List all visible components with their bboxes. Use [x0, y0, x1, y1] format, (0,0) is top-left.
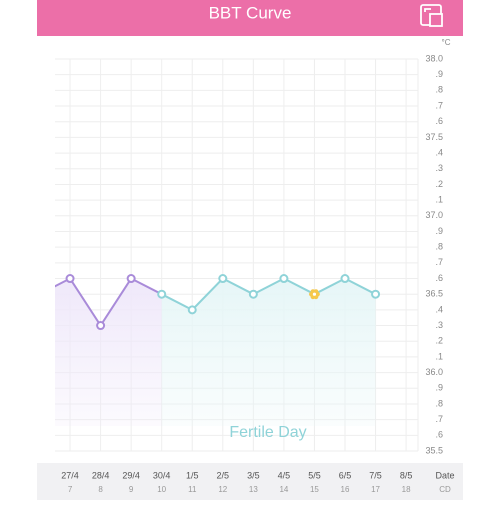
y-tick-label: .7 [435, 414, 443, 424]
x-tick-label: 3/5 [247, 470, 260, 480]
x-tick-label: 7/5 [369, 470, 382, 480]
y-tick-label: .4 [435, 147, 443, 157]
point [157, 289, 167, 299]
unit-label: °C [442, 38, 451, 47]
point [187, 305, 197, 315]
y-tick-label: .4 [435, 304, 443, 314]
x-tick-label: 1/5 [186, 470, 199, 480]
cycle-day-label: 12 [218, 485, 227, 494]
y-tick-label: .9 [435, 226, 443, 236]
x-tick-label: 2/5 [217, 470, 230, 480]
y-tick-label: 38.0 [425, 53, 443, 63]
x-tick-label: 5/5 [308, 470, 321, 480]
point [218, 274, 228, 284]
header-bar [37, 0, 463, 36]
area [55, 278, 162, 426]
point [371, 289, 381, 299]
y-tick-label: .1 [435, 194, 443, 204]
x-tick-label: 8/5 [400, 470, 413, 480]
point [96, 321, 106, 331]
y-tick-label: 37.0 [425, 210, 443, 220]
x-axis-label: Date [435, 470, 454, 480]
y-tick-label: .9 [435, 69, 443, 79]
cycle-day-label: 11 [188, 485, 197, 494]
point [126, 274, 136, 284]
y-tick-label: .8 [435, 398, 443, 408]
line [161, 277, 377, 312]
y-tick-label: .3 [435, 163, 443, 173]
y-tick-label: .2 [435, 179, 443, 189]
cycle-day-label: 10 [157, 485, 166, 494]
cycle-day-label: 16 [341, 485, 350, 494]
area [161, 278, 376, 426]
cycle-axis-label: CD [439, 485, 451, 494]
y-tick-label: .3 [435, 320, 443, 330]
point [279, 274, 289, 284]
y-tick-label: .8 [435, 85, 443, 95]
y-tick-label: .9 [435, 383, 443, 393]
x-tick-label: 30/4 [153, 470, 171, 480]
cycle-day-label: 13 [249, 485, 258, 494]
y-tick-label: 35.5 [425, 445, 443, 455]
center [312, 292, 317, 296]
x-tick-label: 4/5 [278, 470, 291, 480]
cycle-day-label: 17 [371, 485, 380, 494]
y-tick-label: 37.5 [425, 132, 443, 142]
y-tick-label: 36.5 [425, 289, 443, 299]
cycle-day-label: 14 [279, 485, 288, 494]
y-tick-label: 36.0 [425, 367, 443, 377]
y-tick-label: .8 [435, 242, 443, 252]
cycle-day-label: 15 [310, 485, 319, 494]
y-tick-label: .6 [435, 116, 443, 126]
y-tick-label: .6 [435, 273, 443, 283]
header-title: BBT Curve [209, 3, 292, 22]
cycle-day-label: 8 [98, 485, 103, 494]
x-tick-label: 27/4 [61, 470, 79, 480]
highlight-marker [309, 289, 320, 300]
y-tick-label: .7 [435, 100, 443, 110]
y-tick-label: .6 [435, 430, 443, 440]
rotate-icon[interactable] [420, 4, 443, 27]
date-bar [37, 463, 463, 500]
y-tick-label: .2 [435, 336, 443, 346]
x-tick-label: 6/5 [339, 470, 352, 480]
x-tick-label: 28/4 [92, 470, 110, 480]
annotation: Fertile Day [229, 424, 306, 441]
cycle-day-label: 7 [68, 485, 73, 494]
cycle-day-label: 9 [129, 485, 134, 494]
point [65, 274, 75, 284]
y-tick-label: .1 [435, 351, 443, 361]
point [340, 274, 350, 284]
cycle-day-label: 18 [402, 485, 411, 494]
point [248, 289, 258, 299]
x-tick-label: 29/4 [122, 470, 140, 480]
y-tick-label: .7 [435, 257, 443, 267]
